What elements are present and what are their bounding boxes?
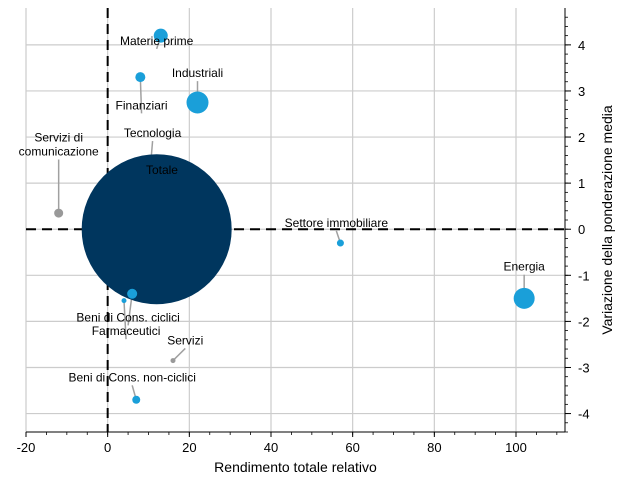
point-11-marker — [132, 395, 141, 404]
point-2-marker — [135, 72, 146, 83]
y-tick-label: 4 — [578, 38, 585, 53]
point-1-marker — [186, 91, 209, 114]
point-10-leader — [172, 347, 186, 362]
point-5-label: Totale — [146, 163, 178, 177]
x-tick-label: 80 — [427, 440, 441, 455]
point-7-label: Energia — [503, 260, 545, 274]
y-tick-label: 3 — [578, 84, 585, 99]
point-9-label: Farmaceutici — [92, 324, 161, 338]
point-5-marker — [81, 154, 232, 305]
point-4-label: Servizi di comunicazione — [19, 130, 99, 158]
x-tick-label: -20 — [17, 440, 36, 455]
y-tick-label: -3 — [578, 360, 590, 375]
y-tick-label: -2 — [578, 314, 590, 329]
axes — [25, 8, 571, 437]
point-11-label: Beni di Cons. non-ciclici — [68, 370, 195, 384]
point-8-label: Beni di Cons. ciclici — [76, 310, 179, 324]
point-9-leader — [123, 300, 127, 340]
point-2-label: Finanziari — [116, 98, 168, 112]
point-1-label: Industriali — [172, 66, 223, 80]
y-tick-label: -1 — [578, 268, 590, 283]
point-7-marker — [513, 287, 535, 309]
x-tick-label: 40 — [264, 440, 278, 455]
point-10-label: Servizi — [167, 333, 203, 347]
y-tick-label: 0 — [578, 222, 585, 237]
point-2-leader — [139, 77, 143, 114]
x-tick-label: 60 — [345, 440, 359, 455]
point-0-marker — [153, 28, 168, 43]
x-tick-label: 20 — [182, 440, 196, 455]
y-tick-label: -4 — [578, 407, 590, 422]
point-labels: -20 0 20 40 60 80 100 -4 -3 -2 -1 0 1 2 3 4 Materie prim… — [17, 34, 590, 455]
point-6-label: Settore immobiliare — [285, 216, 389, 230]
point-3-label: Tecnologia — [124, 126, 182, 140]
point-10-marker — [170, 358, 176, 364]
y-axis-label: Variazione della ponderazione media — [599, 105, 615, 335]
x-axis-label: Rendimento totale relativo — [214, 459, 377, 475]
point-8-marker — [127, 288, 138, 299]
data-points — [54, 28, 535, 404]
point-0-label: Materie prime — [120, 34, 194, 48]
point-6-marker — [336, 239, 344, 247]
y-tick-label: 2 — [578, 130, 585, 145]
x-tick-label: 0 — [104, 440, 111, 455]
point-9-marker — [121, 298, 127, 304]
point-4-marker — [54, 208, 64, 218]
x-tick-label: 100 — [505, 440, 527, 455]
y-tick-label: 1 — [578, 176, 585, 191]
